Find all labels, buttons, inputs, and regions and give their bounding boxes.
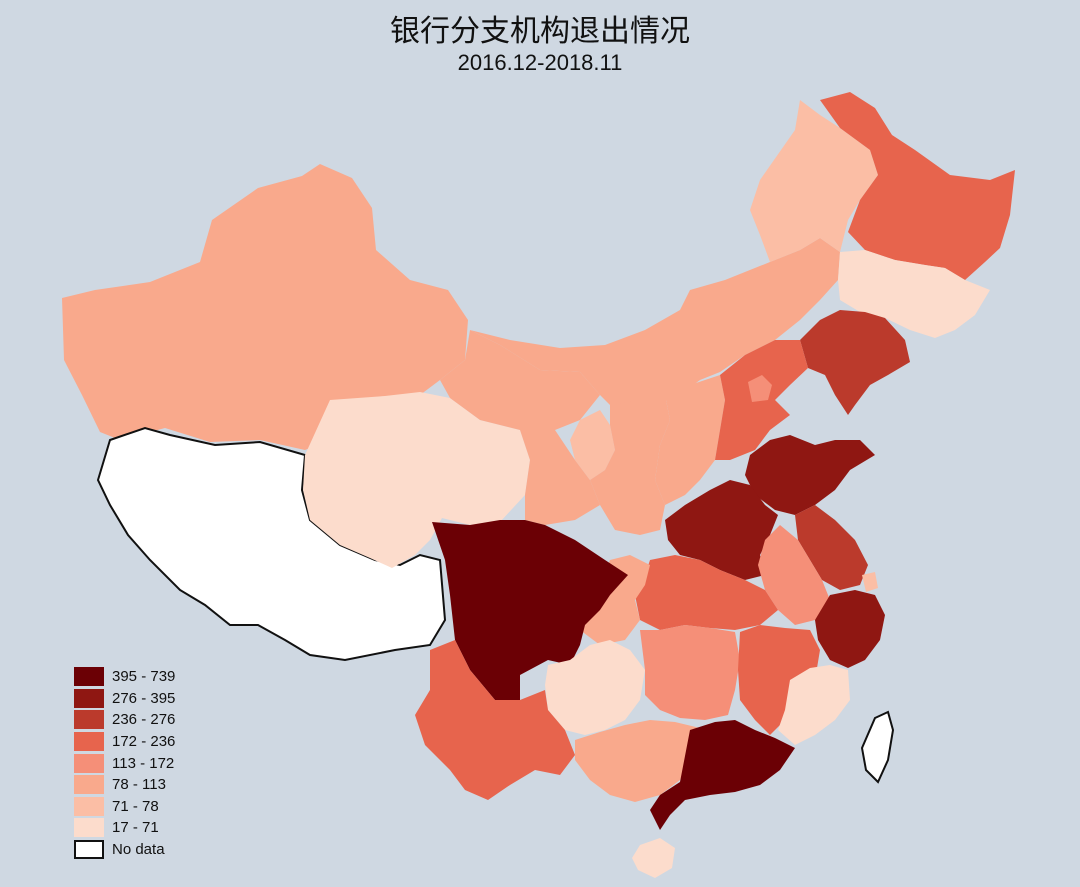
map-legend: 395 - 739 276 - 395 236 - 276 172 - 236 … — [74, 666, 175, 860]
legend-swatch — [74, 688, 104, 708]
legend-label: 276 - 395 — [112, 689, 176, 707]
legend-label: 172 - 236 — [112, 733, 176, 751]
region-beijing[interactable] — [748, 375, 772, 402]
legend-row-7: 71 - 78 — [74, 796, 175, 818]
region-fujian[interactable] — [778, 665, 850, 745]
legend-label: 113 - 172 — [112, 754, 175, 772]
legend-label: 78 - 113 — [112, 776, 166, 794]
region-tibet[interactable] — [96, 426, 447, 662]
legend-row-5: 113 - 172 — [74, 752, 175, 774]
legend-row-8: 17 - 71 — [74, 817, 175, 839]
region-jiangsu[interactable] — [795, 505, 868, 590]
map-title: 银行分支机构退出情况 — [390, 14, 690, 49]
region-qinghai[interactable] — [303, 392, 530, 568]
map-subtitle: 2016.12-2018.11 — [457, 50, 623, 75]
region-guangdong[interactable] — [650, 720, 795, 830]
region-hunan[interactable] — [640, 625, 740, 720]
region-guangxi[interactable] — [575, 720, 700, 802]
region-anhui[interactable] — [758, 525, 830, 625]
legend-row-2: 276 - 395 — [74, 688, 175, 710]
legend-label: 395 - 739 — [112, 668, 176, 686]
region-xinjiang[interactable] — [62, 164, 468, 450]
region-inner-mongolia[interactable] — [470, 238, 840, 410]
legend-swatch — [74, 796, 104, 816]
region-gansu[interactable] — [440, 330, 600, 525]
region-henan[interactable] — [665, 480, 778, 580]
legend-swatch — [74, 667, 104, 687]
region-ningxia[interactable] — [570, 410, 615, 480]
region-guizhou[interactable] — [545, 640, 645, 735]
legend-row-4: 172 - 236 — [74, 731, 175, 753]
region-taiwan[interactable] — [860, 710, 895, 784]
region-jiangxi[interactable] — [738, 625, 820, 735]
region-shaanxi[interactable] — [590, 395, 670, 535]
legend-swatch — [74, 710, 104, 730]
region-heilongjiang[interactable] — [820, 92, 1015, 280]
legend-row-3: 236 - 276 — [74, 709, 175, 731]
region-shanxi[interactable] — [655, 375, 725, 505]
legend-swatch — [74, 840, 104, 860]
region-hainan[interactable] — [632, 838, 675, 878]
legend-label: No data — [112, 841, 165, 859]
legend-row-9: No data — [74, 839, 175, 861]
legend-row-1: 395 - 739 — [74, 666, 175, 688]
region-inner-mongolia-northeast[interactable] — [750, 100, 878, 262]
region-chongqing[interactable] — [580, 555, 650, 645]
region-shandong[interactable] — [745, 435, 875, 515]
region-sichuan[interactable] — [432, 520, 628, 700]
legend-label: 236 - 276 — [112, 711, 176, 729]
region-liaoning[interactable] — [800, 310, 910, 415]
legend-swatch — [74, 753, 104, 773]
legend-swatch — [74, 818, 104, 838]
region-yunnan[interactable] — [415, 640, 575, 800]
legend-swatch — [74, 775, 104, 795]
region-hubei[interactable] — [635, 555, 778, 630]
legend-swatch — [74, 732, 104, 752]
region-shanghai[interactable] — [862, 572, 878, 592]
legend-row-6: 78 - 113 — [74, 774, 175, 796]
region-jilin[interactable] — [838, 250, 990, 338]
legend-label: 71 - 78 — [112, 797, 159, 815]
legend-label: 17 - 71 — [112, 819, 159, 837]
region-zhejiang[interactable] — [815, 590, 885, 668]
